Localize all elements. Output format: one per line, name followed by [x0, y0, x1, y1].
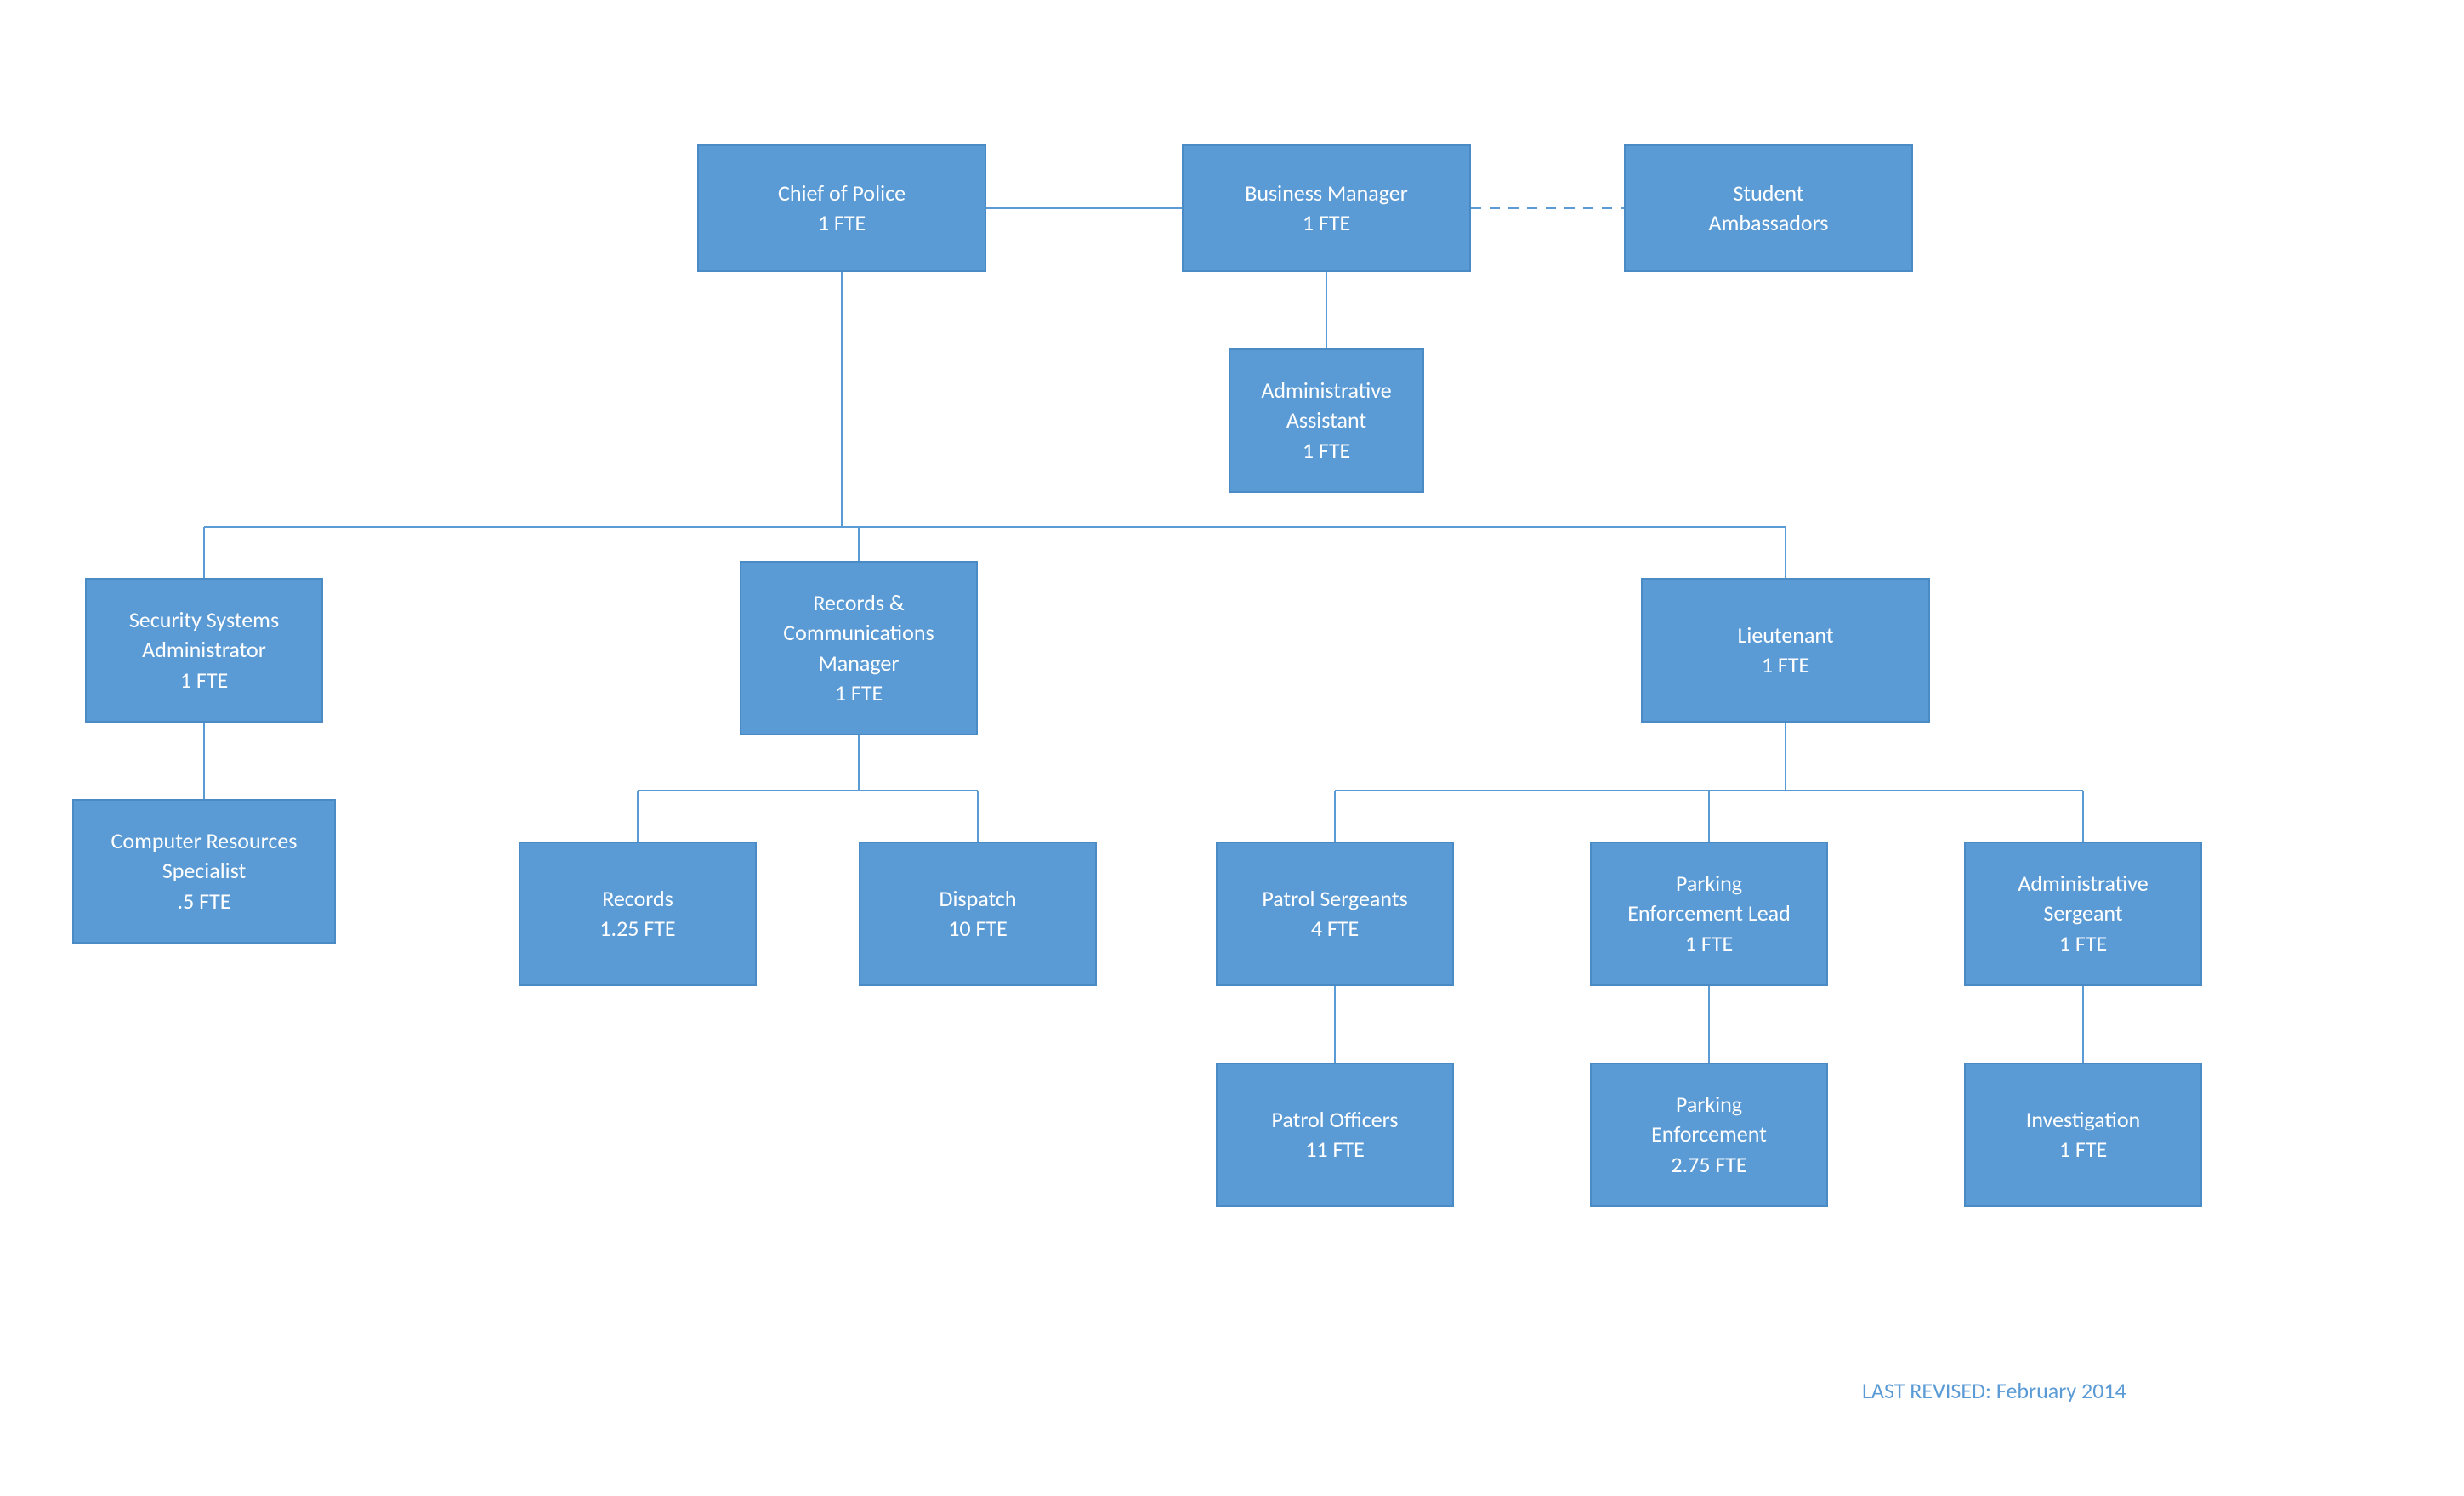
- org-node-line: 1 FTE: [2059, 929, 2107, 959]
- org-node-line: Communications: [783, 618, 934, 648]
- org-node-line: Assistant: [1286, 405, 1366, 435]
- org-node-students: StudentAmbassadors: [1624, 144, 1913, 272]
- org-node-line: 10 FTE: [948, 914, 1008, 944]
- org-node-lieutenant: Lieutenant1 FTE: [1641, 578, 1930, 722]
- org-node-line: 11 FTE: [1305, 1135, 1365, 1164]
- org-chart: LAST REVISED: February 2014 Chief of Pol…: [0, 0, 2464, 1496]
- org-node-line: Security Systems: [129, 605, 279, 635]
- org-node-line: Computer Resources: [111, 826, 298, 856]
- org-node-line: Administrative: [2018, 869, 2148, 898]
- org-node-line: Student: [1733, 178, 1803, 208]
- org-node-line: Business Manager: [1245, 178, 1408, 208]
- org-node-line: 1 FTE: [180, 666, 228, 695]
- org-node-line: Lieutenant: [1737, 620, 1833, 650]
- org-node-line: Enforcement: [1651, 1119, 1767, 1149]
- org-node-records: Records1.25 FTE: [519, 842, 757, 986]
- org-node-line: 1 FTE: [835, 678, 883, 708]
- org-node-line: Chief of Police: [778, 178, 906, 208]
- org-node-line: Sergeant: [2043, 898, 2122, 928]
- org-node-rec_com_mgr: Records &CommunicationsManager1 FTE: [740, 561, 978, 735]
- org-node-patrol_off: Patrol Officers11 FTE: [1216, 1062, 1454, 1207]
- org-node-park_lead: ParkingEnforcement Lead1 FTE: [1590, 842, 1828, 986]
- org-node-line: 1 FTE: [1685, 929, 1733, 959]
- org-node-line: Investigation: [2026, 1105, 2140, 1135]
- org-node-line: 4 FTE: [1311, 914, 1359, 944]
- org-node-busmgr: Business Manager1 FTE: [1182, 144, 1471, 272]
- org-node-admin_sgt: AdministrativeSergeant1 FTE: [1964, 842, 2202, 986]
- org-node-admin_asst: AdministrativeAssistant1 FTE: [1229, 348, 1424, 493]
- org-node-line: Administrative: [1261, 376, 1391, 405]
- org-node-line: Enforcement Lead: [1627, 898, 1791, 928]
- org-node-line: 1 FTE: [1303, 436, 1350, 466]
- org-node-line: Parking: [1676, 1090, 1742, 1119]
- org-node-line: 1 FTE: [2059, 1135, 2107, 1164]
- org-node-parking_enf: ParkingEnforcement2.75 FTE: [1590, 1062, 1828, 1207]
- org-node-line: Records &: [813, 588, 904, 618]
- org-node-line: 1 FTE: [1303, 208, 1350, 238]
- org-node-line: .5 FTE: [178, 887, 231, 916]
- org-node-line: Specialist: [162, 856, 246, 886]
- last-revised-label: LAST REVISED: February 2014: [1862, 1377, 2126, 1404]
- org-node-line: 1 FTE: [1762, 650, 1809, 680]
- org-node-line: Patrol Sergeants: [1262, 884, 1407, 914]
- org-node-comp_res: Computer ResourcesSpecialist.5 FTE: [72, 799, 336, 944]
- org-node-line: 2.75 FTE: [1671, 1150, 1746, 1180]
- org-node-line: 1.25 FTE: [599, 914, 675, 944]
- org-node-line: Records: [602, 884, 673, 914]
- org-node-patrol_sgts: Patrol Sergeants4 FTE: [1216, 842, 1454, 986]
- org-node-sec_sys: Security SystemsAdministrator1 FTE: [85, 578, 323, 722]
- org-node-line: 1 FTE: [818, 208, 866, 238]
- org-node-line: Administrator: [142, 635, 266, 665]
- org-node-line: Manager: [819, 649, 900, 678]
- org-node-chief: Chief of Police1 FTE: [697, 144, 986, 272]
- org-node-line: Dispatch: [939, 884, 1016, 914]
- org-node-line: Patrol Officers: [1272, 1105, 1399, 1135]
- org-node-investigation: Investigation1 FTE: [1964, 1062, 2202, 1207]
- org-node-line: Ambassadors: [1709, 208, 1829, 238]
- org-node-line: Parking: [1676, 869, 1742, 898]
- org-node-dispatch: Dispatch10 FTE: [859, 842, 1097, 986]
